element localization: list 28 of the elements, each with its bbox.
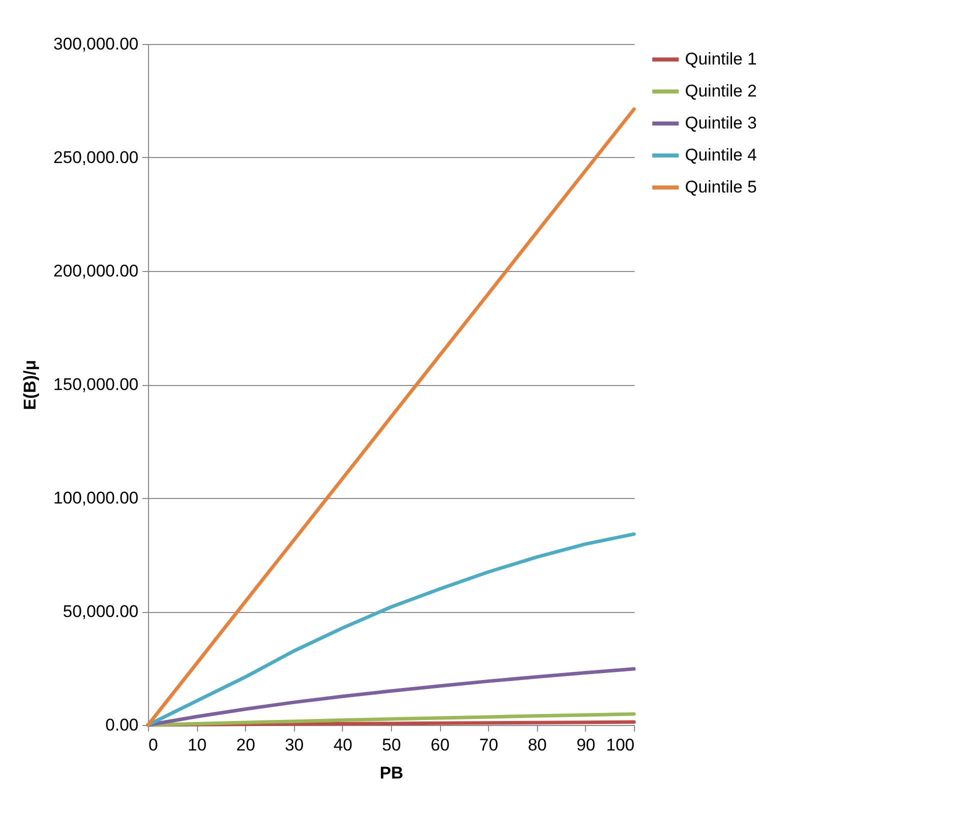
y-tick-label: 300,000.00 xyxy=(53,34,138,54)
y-tick-label: 150,000.00 xyxy=(53,375,138,394)
x-tick-label: 80 xyxy=(528,736,547,754)
x-tick-label: 10 xyxy=(188,736,207,754)
x-tick-label: 40 xyxy=(333,736,352,754)
x-tick-label: 20 xyxy=(236,736,256,754)
x-tick-label: 90 xyxy=(576,736,596,754)
line-series xyxy=(146,667,636,727)
legend-label: Quintile 2 xyxy=(685,82,757,100)
x-tick-label: 0 xyxy=(148,736,158,754)
y-tick-label: 200,000.00 xyxy=(53,262,138,280)
legend-label: Quintile 5 xyxy=(685,178,757,196)
y-tick-label: 250,000.00 xyxy=(53,148,138,167)
x-tick-label: 50 xyxy=(382,736,401,754)
x-axis-title: PB xyxy=(380,764,404,782)
y-tick-label: 0.00 xyxy=(105,716,138,734)
x-tick-label: 60 xyxy=(430,736,450,754)
x-tick-label: 100 xyxy=(606,736,634,754)
legend-label: Quintile 1 xyxy=(685,50,757,68)
line-series xyxy=(146,107,636,727)
y-tick-label: 50,000.00 xyxy=(62,602,138,621)
x-tick-label: 30 xyxy=(284,736,304,754)
line-series xyxy=(146,532,636,727)
y-tick-label: 100,000.00 xyxy=(53,488,138,508)
legend-label: Quintile 3 xyxy=(685,114,757,132)
legend-label: Quintile 4 xyxy=(685,146,757,164)
y-axis-title: E(B)/μ xyxy=(20,360,40,410)
x-tick-label: 70 xyxy=(479,736,498,754)
